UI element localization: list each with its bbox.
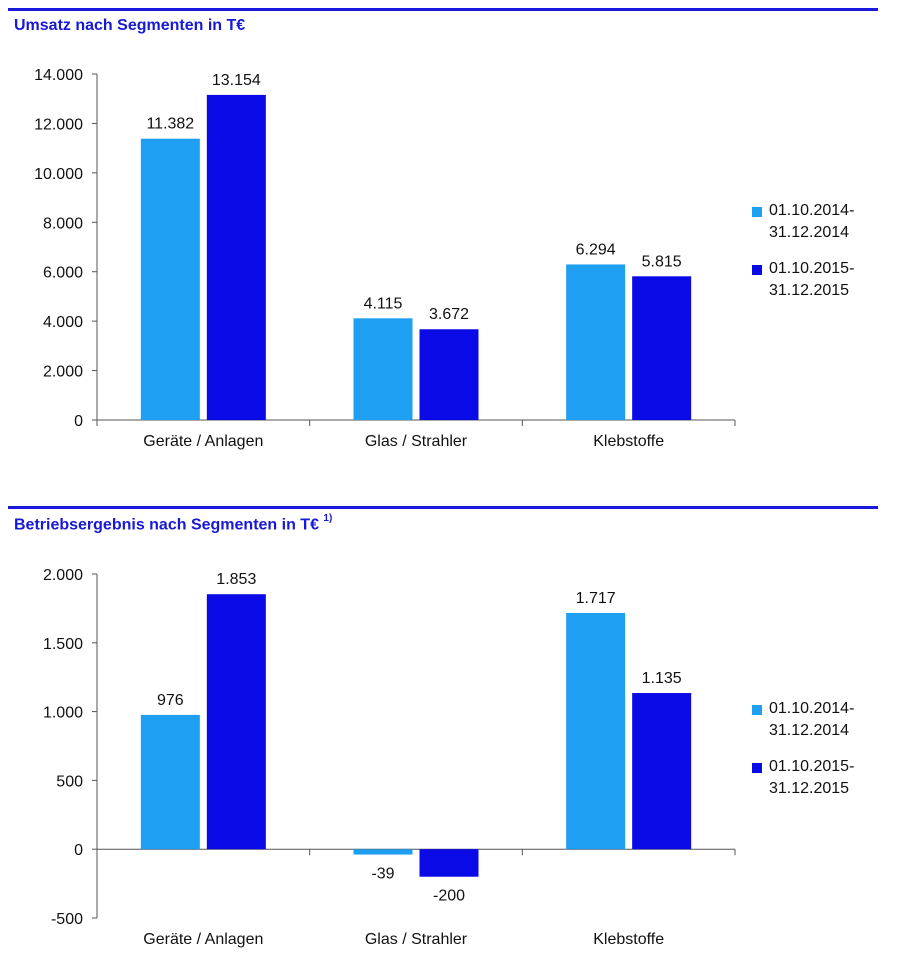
legend-item-2015: 01.10.2015- 31.12.2015 (752, 258, 854, 302)
title-rule (8, 8, 878, 11)
y-tick-label: 0 (74, 413, 83, 430)
legend-item-2014: 01.10.2014- 31.12.2014 (752, 200, 854, 244)
bar-2014 (353, 318, 413, 420)
data-label: 6.294 (576, 241, 616, 258)
x-category-label: Geräte / Anlagen (143, 433, 263, 450)
data-label: 3.672 (429, 306, 469, 323)
chart-title-text: Umsatz nach Segmenten in T€ (14, 17, 246, 34)
data-label: 1.717 (576, 590, 616, 607)
betriebsergebnis-bar-chart: -500 0 500 1.000 1.500 2.000 Geräte / Anlagen G… (43, 567, 736, 948)
bar-2015 (419, 849, 479, 877)
bar-2015 (632, 276, 692, 420)
chart-legend: 01.10.2014- 31.12.2014 01.10.2015- 31.12.2… (752, 200, 854, 316)
y-tick-label: 6.000 (43, 265, 83, 282)
legend-label-2015: 01.10.2015- 31.12.2015 (769, 758, 855, 797)
y-tick-label: 2.000 (43, 567, 83, 584)
y-tick-label: 2.000 (43, 364, 83, 381)
y-tick-label: 14.000 (34, 67, 83, 84)
legend-item-2014: 01.10.2014- 31.12.2014 (752, 698, 854, 742)
bar-2014 (140, 138, 200, 420)
data-label: 1.853 (216, 571, 256, 588)
bar-2014 (566, 612, 626, 850)
y-tick-label: 10.000 (34, 166, 83, 183)
x-category-label: Geräte / Anlagen (143, 931, 263, 948)
data-label: 13.154 (212, 72, 261, 89)
bar-2015 (206, 94, 266, 420)
bar-2014 (140, 714, 200, 850)
y-tick-label: -500 (51, 911, 83, 928)
betriebsergebnis-chart-panel: Betriebsergebnis nach Segmenten in T€ 1)… (0, 498, 910, 965)
bar-2015 (632, 693, 692, 850)
legend-label-2014: 01.10.2014- 31.12.2014 (769, 202, 855, 241)
y-tick-label: 8.000 (43, 215, 83, 232)
legend-swatch-2014 (752, 207, 762, 217)
y-tick-label: 4.000 (43, 314, 83, 331)
y-tick-label: 500 (56, 773, 83, 790)
umsatz-chart-panel: Umsatz nach Segmenten in T€ 0 2.000 4.000 6… (8, 8, 878, 450)
chart-title-footnote: 1) (323, 513, 333, 524)
y-tick-label: 1.000 (43, 705, 83, 722)
chart-title: Betriebsergebnis nach Segmenten in T€ 1) (14, 513, 333, 534)
data-label: 976 (157, 692, 184, 709)
x-category-label: Klebstoffe (593, 931, 664, 948)
y-tick-label: 0 (74, 842, 83, 859)
legend-swatch-2014 (752, 705, 762, 715)
x-category-label: Glas / Strahler (365, 433, 468, 450)
bar-2015 (419, 329, 479, 420)
bar-2014 (566, 264, 626, 420)
bar-2015 (206, 594, 266, 850)
umsatz-bar-chart: 0 2.000 4.000 6.000 8.000 10.000 12.000 14.000 G… (34, 67, 736, 450)
data-label: 5.815 (642, 253, 682, 270)
x-category-label: Glas / Strahler (365, 931, 468, 948)
y-tick-label: 1.500 (43, 636, 83, 653)
legend-label-2014: 01.10.2014- 31.12.2014 (769, 700, 855, 739)
data-label: 4.115 (364, 295, 403, 312)
title-rule (8, 506, 878, 509)
data-label: -200 (433, 888, 465, 905)
legend-swatch-2015 (752, 265, 762, 275)
chart-title: Umsatz nach Segmenten in T€ (14, 17, 245, 35)
data-label: 1.135 (642, 670, 682, 687)
y-tick-label: 12.000 (34, 116, 83, 133)
data-label: -39 (371, 866, 394, 883)
data-label: 11.382 (146, 116, 194, 133)
chart-legend: 01.10.2014- 31.12.2014 01.10.2015- 31.12.2… (752, 698, 854, 814)
legend-item-2015: 01.10.2015- 31.12.2015 (752, 756, 854, 800)
legend-swatch-2015 (752, 763, 762, 773)
legend-label-2015: 01.10.2015- 31.12.2015 (769, 260, 855, 299)
chart-title-text: Betriebsergebnis nach Segmenten in T€ (14, 516, 319, 534)
x-category-label: Klebstoffe (593, 433, 664, 450)
bar-2014 (353, 849, 413, 855)
